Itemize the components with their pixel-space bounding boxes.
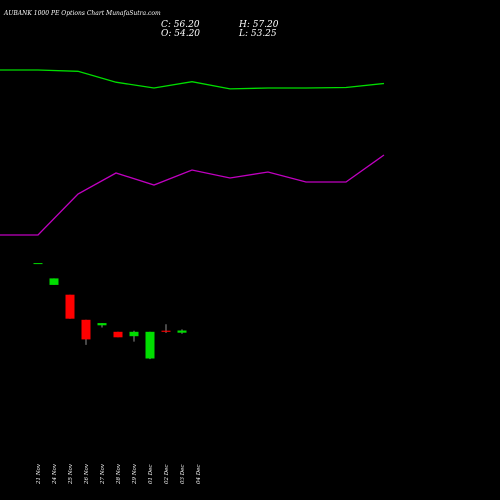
high-value: H: 57.20	[238, 20, 279, 30]
indicator-line-1	[0, 69, 385, 90]
candle-29-nov	[129, 330, 139, 342]
x-tick-label: 02 Dec	[164, 465, 170, 485]
candle-body	[145, 331, 155, 359]
candle-body	[161, 330, 171, 332]
candle-03-dec	[177, 329, 187, 334]
candle-body	[81, 319, 91, 340]
x-tick-label: 28 Nov	[116, 463, 122, 485]
candle-body	[65, 294, 75, 319]
candle-22-nov	[49, 278, 59, 285]
x-tick-label: 24 Nov	[52, 463, 58, 485]
x-tick-label: 27 Nov	[100, 463, 106, 485]
x-tick-label: 21 Nov	[36, 463, 42, 485]
candle-26-nov	[81, 319, 91, 345]
indicator-line-2	[0, 154, 385, 236]
x-tick-label: 29 Nov	[132, 463, 138, 485]
indicator-lines	[0, 69, 385, 236]
candle-body	[129, 331, 139, 337]
candle-body	[177, 330, 187, 333]
candlesticks	[33, 263, 187, 360]
x-tick-label: 26 Nov	[84, 463, 90, 485]
x-tick-label: 04 Dec	[196, 465, 202, 485]
candle-body	[97, 323, 107, 326]
candle-01-dec	[145, 331, 155, 360]
candle-21-nov	[33, 263, 43, 265]
open-value: O: 54.20	[161, 29, 200, 39]
candle-02-dec	[161, 324, 171, 333]
low-value: L: 53.25	[238, 29, 277, 39]
candle-body	[33, 263, 43, 265]
candle-body	[49, 278, 59, 285]
candle-body	[113, 331, 123, 338]
candle-28-nov	[113, 331, 123, 338]
candle-27-nov	[97, 323, 107, 328]
close-value: C: 56.20	[161, 20, 200, 30]
x-axis-labels: 21 Nov 24 Nov 25 Nov 26 Nov 27 Nov 28 Nov 29 N…	[36, 463, 202, 485]
x-tick-label: 25 Nov	[68, 463, 74, 485]
x-tick-label: 01 Dec	[148, 465, 154, 485]
candle-25-nov	[65, 294, 75, 319]
chart-title: AUBANK 1000 PE Options Chart MunafaSutra…	[3, 10, 161, 17]
x-tick-label: 03 Dec	[180, 465, 186, 485]
